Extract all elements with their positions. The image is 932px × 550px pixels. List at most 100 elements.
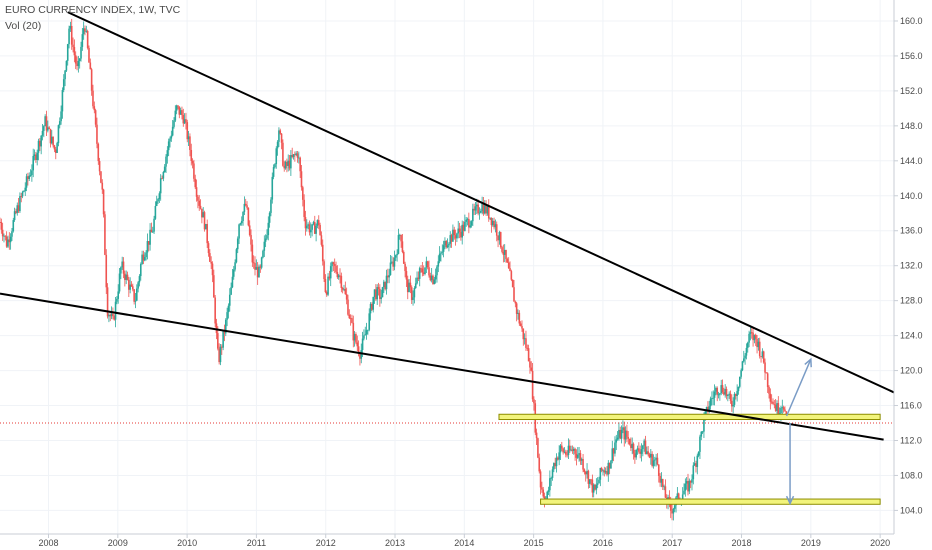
y-tick-label: 120.0 — [900, 366, 923, 376]
candle-body — [250, 235, 252, 245]
candle — [776, 400, 778, 414]
candle-body — [138, 276, 141, 283]
candle-body — [384, 281, 386, 290]
upper-trendline[interactable] — [67, 11, 895, 394]
resistance-zone[interactable] — [498, 413, 881, 421]
candle — [664, 479, 667, 498]
candle — [769, 388, 772, 410]
candle — [502, 244, 505, 263]
candle-body — [28, 175, 31, 179]
candle — [325, 290, 328, 297]
candle-body — [122, 261, 125, 274]
candle-body — [150, 229, 153, 233]
candle — [23, 190, 25, 193]
candle — [442, 240, 445, 258]
candle — [635, 449, 637, 460]
candle-body — [462, 224, 465, 231]
candle-body — [566, 454, 568, 456]
candle — [485, 200, 487, 217]
candle-body — [183, 119, 186, 124]
candle-body — [466, 218, 469, 220]
candle-body — [191, 160, 194, 164]
candle — [300, 164, 303, 191]
candle — [627, 430, 630, 445]
candle-body — [389, 262, 392, 276]
price-axis[interactable]: 104.0 108.0 112.0 116.0 120.0 124.0 128.0 132.0… — [894, 16, 923, 515]
candle — [315, 223, 317, 242]
candle-body — [224, 319, 227, 334]
candle-body — [385, 275, 388, 290]
candle-body — [578, 453, 580, 455]
candle-body — [187, 136, 190, 140]
candle-body — [210, 261, 212, 264]
down-arrow[interactable] — [785, 423, 795, 506]
candle — [607, 460, 610, 482]
candle — [436, 264, 438, 283]
candle-body — [436, 266, 438, 276]
candle-body — [142, 254, 145, 261]
candle — [550, 476, 552, 486]
candle — [421, 262, 424, 277]
candle-body — [35, 154, 37, 160]
candle-body — [369, 303, 372, 314]
candle-body — [700, 431, 703, 437]
candle-body — [482, 203, 485, 214]
candle-body — [69, 25, 72, 29]
candle — [631, 437, 634, 455]
volume-indicator-label[interactable]: Vol (20) — [5, 20, 42, 32]
candle — [228, 288, 231, 312]
candle — [663, 484, 665, 491]
candle — [139, 262, 142, 281]
candle — [409, 275, 412, 294]
y-tick-label: 124.0 — [900, 331, 923, 341]
candle — [302, 185, 304, 207]
candle-body — [195, 187, 198, 197]
candle — [562, 447, 564, 455]
candle-body — [712, 397, 715, 399]
candle-body — [721, 385, 724, 393]
time-axis[interactable]: 2008 2009 2010 2011 2012 2013 2014 2015 2016 2017… — [38, 534, 890, 548]
candle-body — [683, 490, 685, 495]
candle — [205, 223, 207, 230]
candle-body — [223, 331, 226, 334]
candle — [68, 25, 70, 49]
candle — [565, 449, 567, 458]
support-zone[interactable] — [540, 498, 881, 505]
candle — [171, 120, 174, 137]
candle-body — [660, 478, 663, 483]
candle-body — [43, 126, 45, 131]
candle-body — [1, 229, 4, 237]
candle — [554, 457, 556, 469]
candle-body — [719, 393, 721, 395]
candle-body — [470, 221, 473, 226]
candle — [444, 237, 446, 250]
candle — [147, 241, 150, 252]
candle — [733, 392, 736, 408]
candle — [169, 136, 171, 148]
up-arrow[interactable] — [785, 357, 812, 417]
candle — [580, 457, 583, 466]
candle — [457, 220, 460, 239]
candle-body — [408, 282, 410, 293]
candle-body — [526, 347, 529, 349]
candle-body — [266, 235, 268, 239]
lower-trendline[interactable] — [0, 292, 884, 441]
candle-body — [263, 241, 266, 251]
candle — [211, 261, 214, 283]
candle-body — [186, 122, 189, 140]
candle — [773, 400, 776, 409]
candle-body — [567, 445, 570, 455]
candle-body — [618, 429, 620, 438]
candle-body — [491, 220, 494, 226]
candle — [128, 276, 130, 298]
candle-body — [132, 286, 134, 290]
candle-body — [89, 62, 92, 70]
candle-body — [133, 289, 135, 302]
candle-body — [77, 60, 80, 67]
candle-body — [86, 30, 89, 48]
candle — [684, 478, 687, 497]
candle — [177, 104, 179, 110]
candle-body — [80, 46, 82, 59]
candle-body — [283, 165, 286, 169]
candle-body — [238, 224, 240, 239]
